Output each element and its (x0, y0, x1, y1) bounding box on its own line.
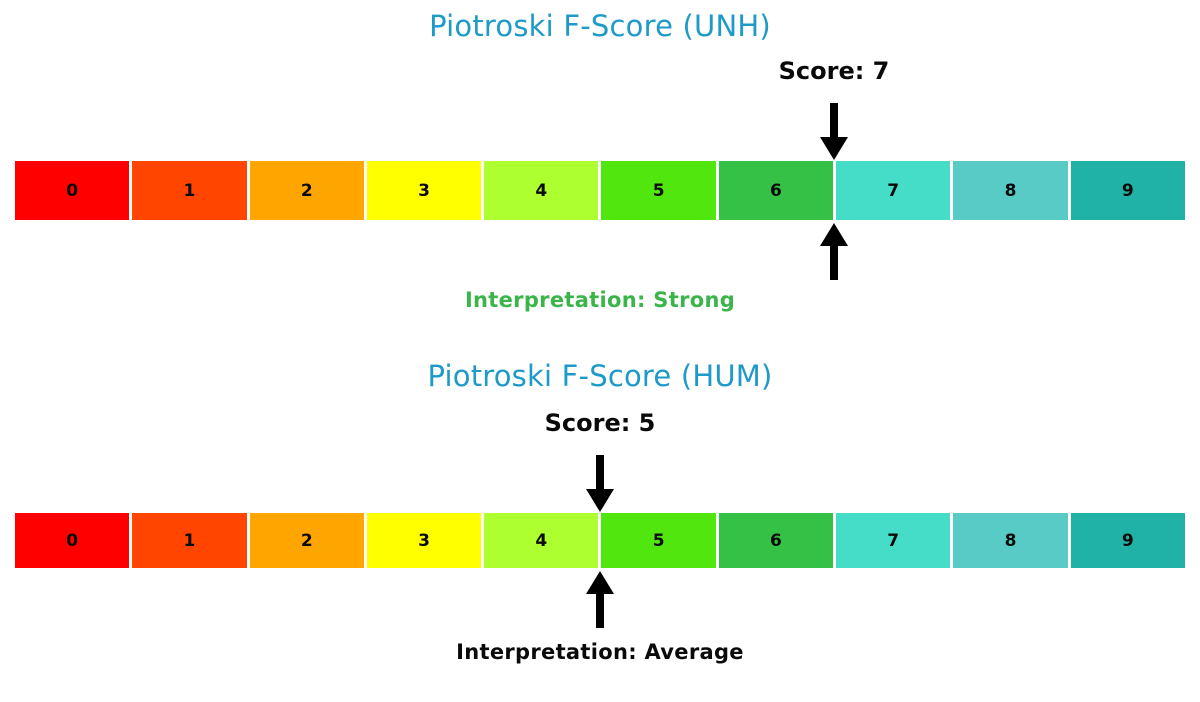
scale-cell-label: 4 (535, 530, 548, 551)
scale-cell-label: 6 (770, 180, 782, 201)
scale-cell-4: 4 (484, 161, 602, 220)
score-label: Score: 7 (778, 57, 890, 85)
scale-cell-2: 2 (249, 513, 367, 568)
arrow-down-icon (586, 455, 614, 512)
scale-cell-label: 2 (300, 180, 313, 201)
scale-cell-6: 6 (718, 161, 837, 220)
scale-cell-7: 7 (836, 513, 954, 568)
scale-cell-8: 8 (953, 513, 1071, 568)
scale-cell-label: 4 (535, 180, 548, 201)
chart-title: Piotroski F-Score (HUM) (427, 359, 773, 393)
scale-cell-label: 0 (66, 180, 79, 201)
score-scale-bar: 0 1 2 3 4 5 6 7 8 9 (15, 161, 1185, 220)
scale-cell-0: 0 (15, 513, 133, 568)
scale-cell-label: 1 (183, 180, 196, 201)
scale-cell-label: 7 (887, 530, 900, 551)
scale-cell-1: 1 (132, 513, 250, 568)
scale-cell-0: 0 (15, 161, 133, 220)
scale-cell-6: 6 (718, 513, 837, 568)
score-scale-bar: 0 1 2 3 4 5 6 7 8 9 (15, 513, 1185, 568)
arrow-up-icon (820, 223, 848, 280)
scale-cell-5: 5 (601, 513, 719, 568)
scale-cell-label: 7 (887, 180, 900, 201)
scale-cell-label: 3 (418, 180, 430, 201)
scale-cell-8: 8 (953, 161, 1071, 220)
scale-cell-1: 1 (132, 161, 250, 220)
scale-cell-label: 1 (183, 530, 196, 551)
arrow-down-icon (820, 103, 848, 160)
scale-cell-2: 2 (249, 161, 367, 220)
scale-cell-9: 9 (1070, 161, 1185, 220)
scale-cell-label: 0 (66, 530, 79, 551)
chart-title: Piotroski F-Score (UNH) (429, 9, 771, 43)
scale-cell-label: 8 (1004, 530, 1017, 551)
scale-cell-3: 3 (366, 161, 485, 220)
scale-cell-label: 5 (652, 530, 665, 551)
scale-cell-label: 9 (1121, 530, 1134, 551)
scale-cell-label: 3 (418, 530, 430, 551)
arrow-up-icon (586, 571, 614, 628)
scale-cell-3: 3 (366, 513, 485, 568)
interpretation-label: Interpretation: Average (456, 640, 744, 664)
scale-cell-7: 7 (836, 161, 954, 220)
scale-cell-9: 9 (1070, 513, 1185, 568)
scale-cell-label: 2 (300, 530, 313, 551)
scale-cell-label: 9 (1121, 180, 1134, 201)
score-label: Score: 5 (544, 409, 656, 437)
scale-cell-label: 5 (652, 180, 665, 201)
scale-cell-4: 4 (484, 513, 602, 568)
interpretation-label: Interpretation: Strong (464, 288, 736, 312)
scale-cell-5: 5 (601, 161, 719, 220)
scale-cell-label: 6 (770, 530, 782, 551)
scale-cell-label: 8 (1004, 180, 1017, 201)
